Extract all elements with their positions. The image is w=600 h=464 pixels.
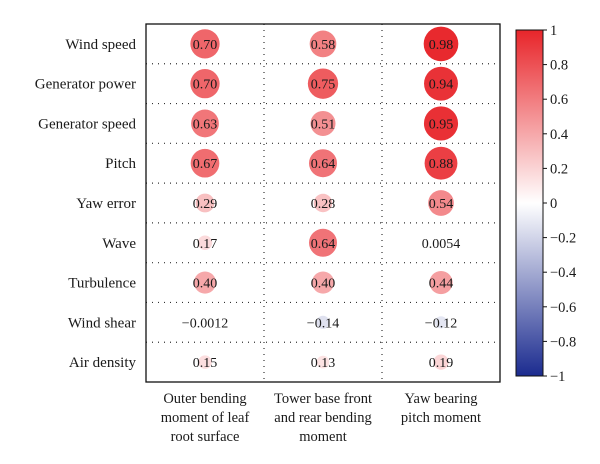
column-label: Yaw bearing	[404, 391, 477, 407]
correlation-circle	[316, 355, 330, 369]
correlation-circle	[197, 235, 213, 250]
correlation-circle	[309, 149, 337, 178]
correlation-circle	[424, 66, 458, 101]
colorbar-tick-label: −0.2	[550, 231, 576, 247]
row-label: Generator power	[35, 77, 136, 93]
correlation-circle	[434, 316, 448, 329]
correlation-circle	[309, 228, 337, 257]
colorbar-tick-label: −0.4	[550, 265, 577, 281]
correlation-circle	[195, 193, 215, 213]
row-label: Generator speed	[38, 116, 136, 132]
correlation-circle	[198, 355, 212, 369]
correlation-circle	[423, 26, 459, 62]
correlation-circle	[190, 29, 220, 59]
colorbar-tick-label: 1	[550, 23, 557, 39]
colorbar-tick-label: 0.8	[550, 58, 568, 74]
value-label: 0.29	[193, 197, 218, 212]
column-label: and rear bending	[274, 410, 371, 426]
colorbar-tick-label: 0.2	[550, 161, 568, 177]
correlation-circle	[424, 146, 458, 180]
correlation-circle	[311, 271, 335, 294]
value-label: 0.0054	[422, 237, 461, 252]
row-label: Wind shear	[68, 315, 136, 331]
colorbar-tick-label: 0.4	[550, 127, 569, 143]
correlation-circles	[190, 26, 459, 370]
correlation-circle	[190, 148, 220, 178]
value-label: 0.98	[429, 38, 454, 53]
column-label: Outer bending	[163, 391, 246, 407]
row-label: Wind speed	[65, 37, 136, 53]
correlation-circle	[313, 193, 333, 213]
colorbar-tick-label: −1	[550, 369, 565, 385]
value-label: 0.13	[311, 356, 336, 371]
row-label: Wave	[102, 236, 136, 252]
value-label: 0.19	[429, 356, 454, 371]
correlation-circle	[193, 271, 217, 294]
value-label: 0.75	[311, 78, 336, 93]
column-label: Tower base front	[274, 391, 372, 407]
colorbar: 1 0.8 0.6 0.4 0.2 0 −0.2 −0.4 −0.6 −0.8 −1	[515, 23, 577, 385]
correlation-circle	[423, 106, 459, 141]
correlation-circle	[191, 109, 219, 138]
value-labels: 0.70 0.58 0.98 0.70 0.75 0.94 0.63 0.51 0.95 0.67…	[182, 38, 460, 371]
axis-labels: Wind speed Generator power Generator speed…	[35, 37, 481, 445]
row-label: Air density	[69, 355, 137, 371]
correlation-circle	[190, 69, 220, 99]
column-label: pitch moment	[401, 410, 481, 426]
colorbar-tick-label: −0.6	[550, 300, 576, 316]
plot-grid	[145, 23, 501, 383]
value-label: 0.63	[193, 117, 218, 132]
correlation-circle	[307, 68, 339, 99]
colorbar-tick-label: 0	[550, 196, 557, 212]
colorbar-gradient	[515, 29, 544, 377]
column-label: moment	[299, 429, 347, 445]
value-label: 0.67	[193, 157, 218, 172]
value-label: 0.94	[429, 78, 454, 93]
value-label: 0.28	[311, 197, 336, 212]
value-label: 0.58	[311, 38, 336, 53]
correlation-circle	[309, 30, 337, 58]
value-label: 0.70	[193, 78, 218, 93]
correlation-circle	[428, 190, 454, 216]
value-label: −0.0012	[182, 316, 228, 331]
column-label: root surface	[171, 429, 240, 445]
value-label: 0.17	[193, 237, 218, 252]
colorbar-tick-label: 0.6	[550, 92, 568, 108]
value-label: −0.12	[425, 316, 457, 331]
correlation-circle	[433, 354, 449, 370]
correlation-circle	[439, 241, 443, 245]
value-label: 0.70	[193, 38, 218, 53]
correlation-circle	[429, 270, 453, 295]
value-label: 0.51	[311, 117, 336, 132]
colorbar-tick-label: −0.8	[550, 334, 576, 350]
value-label: 0.44	[429, 277, 454, 292]
correlation-circle	[204, 321, 206, 323]
value-label: 0.88	[429, 157, 454, 172]
value-label: 0.64	[311, 237, 336, 252]
value-label: −0.14	[307, 316, 339, 331]
row-label: Yaw error	[76, 196, 136, 212]
value-label: 0.54	[429, 197, 454, 212]
value-label: 0.95	[429, 117, 454, 132]
value-label: 0.64	[311, 157, 336, 172]
row-label: Pitch	[105, 156, 136, 172]
correlation-circle	[316, 315, 330, 329]
column-label: moment of leaf	[161, 410, 250, 426]
correlation-circle	[310, 110, 336, 136]
value-label: 0.15	[193, 356, 218, 371]
value-label: 0.40	[193, 277, 218, 292]
value-label: 0.40	[311, 277, 336, 292]
plot-frame	[145, 23, 501, 383]
row-label: Turbulence	[68, 276, 136, 292]
